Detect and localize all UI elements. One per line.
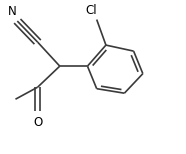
Text: N: N: [7, 5, 16, 18]
Text: Cl: Cl: [85, 4, 97, 16]
Text: O: O: [33, 116, 42, 129]
